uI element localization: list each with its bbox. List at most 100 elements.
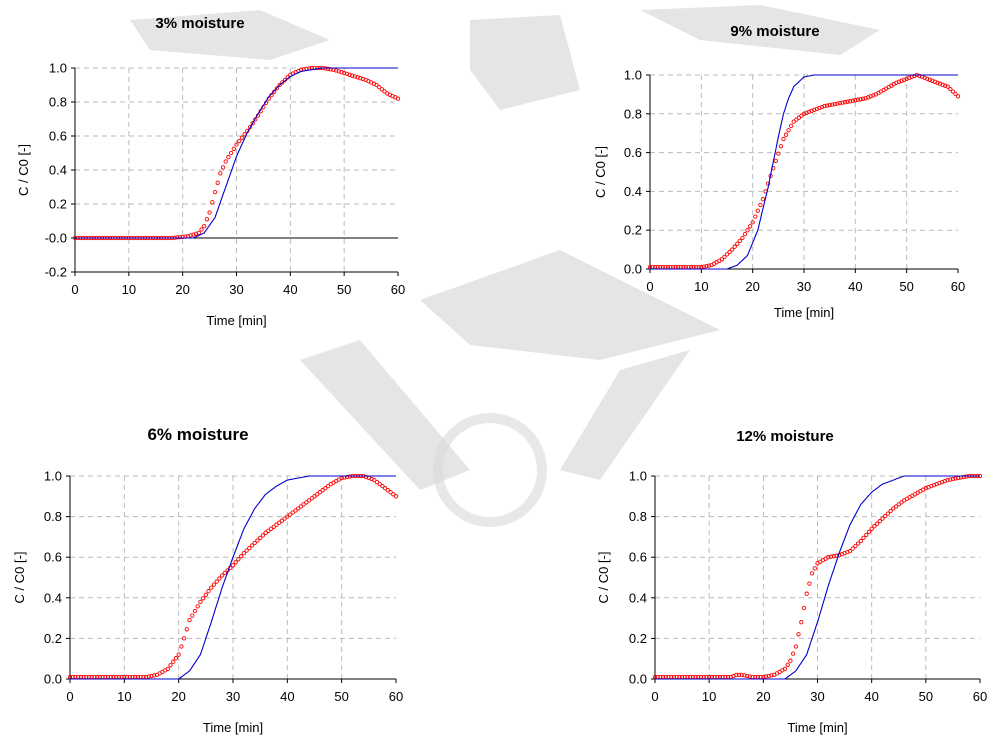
watermark-stroke [560, 350, 690, 480]
data-point [747, 674, 752, 679]
data-point [385, 488, 390, 493]
x-tick-label: 10 [117, 689, 131, 704]
data-point [742, 231, 748, 237]
data-point [837, 100, 843, 106]
chart-title: 6% moisture [147, 425, 248, 444]
data-point [244, 548, 249, 553]
data-point [219, 573, 225, 578]
y-tick-label: 0.2 [629, 631, 647, 646]
data-point [729, 247, 735, 252]
data-point [277, 520, 282, 525]
x-axis-label: Time [min] [787, 720, 847, 735]
data-point [382, 486, 388, 491]
data-point [200, 596, 206, 601]
x-axis-label: Time [min] [203, 720, 263, 735]
data-point [766, 673, 771, 679]
y-axis-label: C / C0 [-] [16, 144, 31, 196]
data-point [950, 476, 956, 482]
data-point [344, 474, 350, 480]
x-tick-label: 40 [848, 279, 862, 294]
data-point [732, 244, 737, 249]
y-tick-label: 0.6 [624, 145, 642, 160]
x-tick-label: 30 [226, 689, 240, 704]
data-point [850, 546, 855, 551]
data-point [195, 604, 200, 609]
x-tick-label: 20 [745, 279, 759, 294]
data-point [198, 599, 203, 605]
x-tick-label: 50 [337, 282, 351, 297]
data-point [755, 208, 760, 213]
data-point [763, 674, 769, 679]
data-point [935, 80, 940, 85]
data-point [835, 101, 840, 106]
data-point [786, 128, 791, 133]
data-point [896, 502, 901, 507]
y-tick-label: 0.4 [629, 590, 647, 605]
gridlines [70, 475, 396, 679]
data-point [377, 84, 382, 90]
data-point [266, 528, 271, 533]
data-point [850, 98, 855, 103]
x-tick-label: 0 [646, 279, 653, 294]
data-point [203, 592, 208, 597]
data-point [831, 554, 836, 559]
data-point [799, 620, 804, 625]
data-point [239, 135, 245, 140]
data-point [734, 672, 739, 678]
data-point [848, 99, 853, 104]
data-point [782, 666, 788, 672]
data-point [893, 504, 899, 509]
data-point [788, 658, 793, 663]
data-point [704, 263, 709, 269]
data-point [735, 241, 740, 246]
data-point [263, 530, 268, 535]
data-point [874, 521, 880, 526]
data-point [233, 560, 238, 565]
data-point [190, 613, 195, 618]
data-point [306, 498, 312, 503]
data-point [347, 72, 352, 77]
data-point [719, 257, 725, 262]
x-tick-label: 10 [122, 282, 136, 297]
data-point [215, 180, 220, 185]
data-point [796, 115, 802, 120]
data-point [860, 96, 866, 101]
data-point [223, 159, 228, 164]
data-point [149, 673, 154, 679]
x-tick-label: 20 [756, 689, 770, 704]
data-point [206, 589, 211, 594]
x-axis-label: Time [min] [774, 305, 834, 320]
x-tick-label: 0 [71, 282, 78, 297]
y-tick-label: 0.8 [624, 106, 642, 121]
data-point [783, 132, 789, 137]
data-point [336, 69, 341, 74]
data-point [377, 481, 382, 487]
data-point [260, 533, 266, 538]
data-point [342, 70, 347, 76]
data-point [393, 494, 399, 499]
data-point [769, 673, 774, 678]
data-point [287, 512, 293, 517]
data-point [258, 535, 263, 541]
data-point [948, 477, 953, 482]
data-point [824, 103, 830, 108]
chart-panel: 12% moisture 0 10 20 30 40 50 60 0.0 0.2 0.4 0.6 0.8… [596, 428, 987, 735]
data-point [904, 76, 909, 82]
data-point [791, 119, 796, 124]
data-point [173, 656, 179, 661]
x-tick-label: 30 [797, 279, 811, 294]
data-point [179, 644, 184, 649]
data-point [241, 550, 247, 556]
data-point [168, 663, 173, 668]
data-point [323, 486, 328, 491]
data-point [830, 102, 835, 107]
data-point [211, 582, 217, 587]
measured-points [652, 473, 983, 680]
data-point [869, 526, 874, 531]
data-point [872, 524, 877, 529]
data-point [220, 165, 226, 170]
data-point [309, 496, 314, 501]
data-point [217, 576, 222, 581]
data-point [858, 538, 863, 544]
